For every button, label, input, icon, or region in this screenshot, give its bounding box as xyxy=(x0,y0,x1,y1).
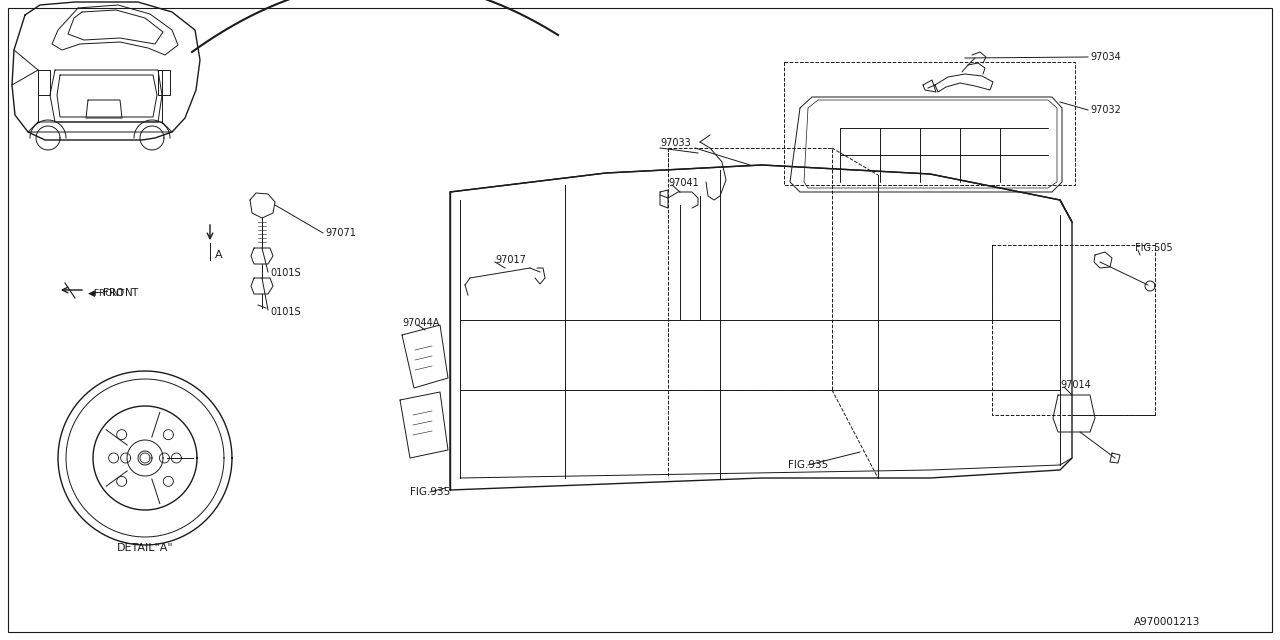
Text: A970001213: A970001213 xyxy=(1134,617,1201,627)
Text: 0101S: 0101S xyxy=(270,268,301,278)
Text: DETAIL"A": DETAIL"A" xyxy=(116,543,173,553)
Text: 0101S: 0101S xyxy=(270,307,301,317)
Text: 97033: 97033 xyxy=(660,138,691,148)
Text: A: A xyxy=(215,250,223,260)
Text: 97017: 97017 xyxy=(495,255,526,265)
Text: 97034: 97034 xyxy=(1091,52,1121,62)
Text: FIG.505: FIG.505 xyxy=(1135,243,1172,253)
Text: 97032: 97032 xyxy=(1091,105,1121,115)
Text: FIG.935: FIG.935 xyxy=(410,487,451,497)
Text: 97044A: 97044A xyxy=(402,318,439,328)
Text: 97041: 97041 xyxy=(668,178,699,188)
Text: $\leftarrow$FRONT: $\leftarrow$FRONT xyxy=(90,286,140,298)
Text: 97071: 97071 xyxy=(325,228,356,238)
Text: ◀FRONT: ◀FRONT xyxy=(88,289,125,298)
Text: FIG.935: FIG.935 xyxy=(788,460,828,470)
Text: 97014: 97014 xyxy=(1060,380,1091,390)
